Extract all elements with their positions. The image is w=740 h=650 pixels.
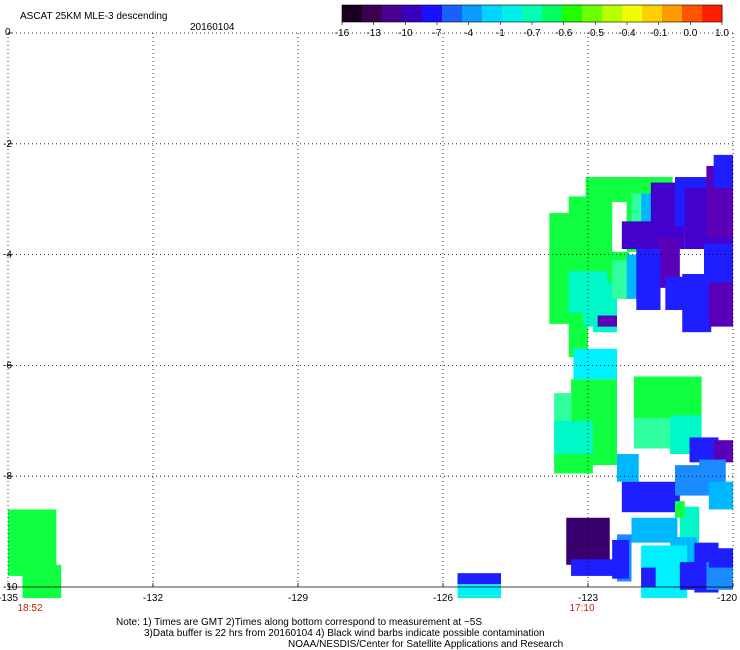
lon-tick-label: -135 (0, 593, 18, 604)
colorbar-tick-label: -0.6 (555, 28, 573, 39)
wind-cell-blue (682, 273, 712, 333)
footer-credit: NOAA/NESDIS/Center for Satellite Applica… (288, 639, 563, 650)
map-axis-ticks: 0-2-4-6-8-10-135-132-129-126-123-12018:5… (0, 27, 737, 614)
colorbar-swatch (682, 5, 703, 22)
colorbar-swatch (422, 5, 443, 22)
wind-cell-blue (665, 276, 685, 310)
wind-data-cells (8, 154, 733, 599)
wind-cell-cyan (457, 584, 501, 596)
colorbar-swatch (502, 5, 523, 22)
colorbar-tick-label: -16 (335, 28, 350, 39)
colorbar-tick-label: -0.5 (587, 28, 605, 39)
wind-cell-sky (631, 517, 678, 543)
colorbar-tick-label: -13 (366, 28, 381, 39)
lat-tick-label: 0 (5, 27, 11, 38)
wind-cell-dark (578, 539, 598, 557)
lat-tick-label: -4 (3, 250, 12, 261)
wind-cell-green (22, 564, 62, 599)
time-label: 17:10 (569, 603, 594, 614)
colorbar-tick-labels: -16 -13 -10 -7 -4 -1 -0.7 -0.6 -0.5 -0.4 -0.1 0.0 1.… (335, 28, 730, 39)
colorbar-swatch (702, 5, 723, 22)
wind-cell-cyan (573, 348, 617, 380)
colorbar-tick-label: -10 (398, 28, 413, 39)
wind-cell-blue (621, 481, 680, 513)
wind-cell-blue (636, 249, 661, 310)
colorbar-tick-label: -7 (433, 28, 442, 39)
lat-tick-label: -10 (3, 582, 18, 593)
wind-cell-green (585, 201, 613, 230)
wind-cell-green (675, 501, 685, 518)
colorbar-swatch (382, 5, 403, 22)
colorbar-swatch (362, 5, 383, 22)
colorbar-tick-label: -0.4 (618, 28, 636, 39)
colorbar-swatch (662, 5, 683, 22)
wind-cell-sky (708, 481, 733, 510)
time-label: 18:52 (17, 603, 42, 614)
lat-tick-label: -6 (3, 360, 12, 371)
wind-cell-green (8, 509, 57, 576)
colorbar-tick-label: -0.1 (650, 28, 668, 39)
wind-cell-blue (708, 548, 733, 568)
wind-cell-violet (592, 315, 617, 327)
wind-cell-violet (708, 282, 733, 327)
colorbar-swatch (642, 5, 663, 22)
map-date: 20160104 (190, 22, 235, 33)
wind-cell-blue (713, 154, 733, 189)
footer-note-line1: Note: 1) Times are GMT 2)Times along bot… (116, 617, 482, 628)
map-title: ASCAT 25KM MLE-3 descending (20, 11, 167, 22)
colorbar-swatch (602, 5, 623, 22)
colorbar-swatch (522, 5, 543, 22)
lat-tick-label: -2 (3, 139, 12, 150)
colorbar-swatch (402, 5, 423, 22)
colorbar-swatch (562, 5, 583, 22)
colorbar-swatch (442, 5, 463, 22)
lon-tick-label: -123 (578, 593, 598, 604)
colorbar-tick-label: -4 (464, 28, 473, 39)
wind-cell-violet (713, 440, 733, 463)
wind-cell-blue (571, 559, 615, 576)
colorbar-swatch (462, 5, 483, 22)
wind-cell-aqua (583, 312, 598, 327)
wind-cell-blue (679, 562, 697, 590)
wind-cell-violet (658, 237, 680, 288)
colorbar-swatch (482, 5, 503, 22)
colorbar-swatch (542, 5, 563, 22)
colorbar (341, 4, 723, 25)
footer-note-line2: 3)Data buffer is 22 hrs from 20160104 4)… (144, 628, 545, 639)
map-gridlines (7, 32, 734, 588)
lon-tick-label: -120 (717, 593, 737, 604)
wind-cell-blue (612, 539, 630, 579)
lat-tick-label: -8 (3, 471, 12, 482)
wind-cell-green (554, 454, 593, 474)
colorbar-swatch (582, 5, 603, 22)
colorbar-tick-label: -0.7 (523, 28, 541, 39)
wind-cell-green (633, 376, 702, 421)
lon-tick-label: -126 (433, 593, 453, 604)
colorbar-swatch (622, 5, 643, 22)
wind-cell-aqua (457, 595, 501, 599)
colorbar-tick-label: 0.0 (683, 28, 697, 39)
wind-cell-blue (641, 567, 656, 587)
colorbar-swatch (342, 5, 363, 22)
lon-tick-label: -132 (143, 593, 163, 604)
colorbar-tick-label: -1 (496, 28, 505, 39)
lon-tick-label: -129 (288, 593, 308, 604)
colorbar-tick-label: 1.0 (715, 28, 729, 39)
wind-cell-blue (457, 573, 501, 585)
wind-cell-sky (617, 454, 639, 482)
